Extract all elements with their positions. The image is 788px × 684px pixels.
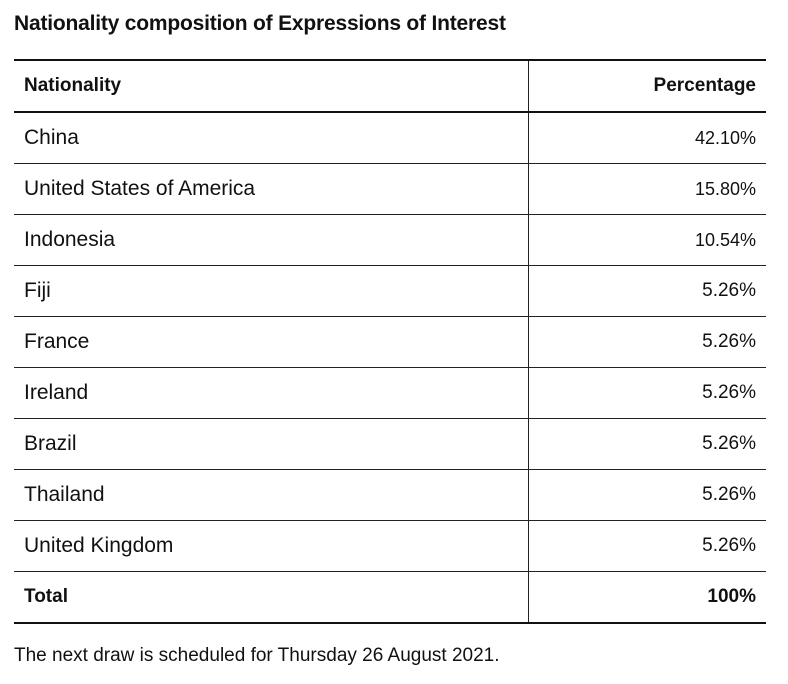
table-row: Indonesia 10.54% — [14, 214, 766, 266]
nationality-cell: United States of America — [14, 163, 529, 215]
nationality-cell: Ireland — [14, 367, 529, 419]
percentage-cell: 5.26% — [528, 367, 766, 419]
table-row: Brazil 5.26% — [14, 418, 766, 470]
table-row: France 5.26% — [14, 316, 766, 368]
table-row: Ireland 5.26% — [14, 367, 766, 419]
percentage-cell: 5.26% — [528, 418, 766, 470]
total-label: Total — [14, 571, 529, 624]
nationality-cell: Indonesia — [14, 214, 529, 266]
nationality-cell: Fiji — [14, 265, 529, 317]
table-header-row: Nationality Percentage — [14, 59, 766, 113]
percentage-cell: 5.26% — [528, 316, 766, 368]
nationality-table: Nationality Percentage China 42.10% Unit… — [14, 59, 766, 624]
percentage-cell: 10.54% — [528, 214, 766, 266]
footnote: The next draw is scheduled for Thursday … — [14, 645, 500, 666]
header-percentage: Percentage — [528, 59, 766, 113]
nationality-cell: France — [14, 316, 529, 368]
percentage-cell: 15.80% — [528, 163, 766, 215]
table-row: Fiji 5.26% — [14, 265, 766, 317]
total-row: Total 100% — [14, 571, 766, 624]
percentage-cell: 5.26% — [528, 469, 766, 521]
total-value: 100% — [528, 571, 766, 624]
nationality-cell: Thailand — [14, 469, 529, 521]
percentage-cell: 5.26% — [528, 520, 766, 572]
table-row: Thailand 5.26% — [14, 469, 766, 521]
table-title: Nationality composition of Expressions o… — [14, 12, 506, 35]
nationality-cell: China — [14, 112, 529, 164]
table-row: United Kingdom 5.26% — [14, 520, 766, 572]
table-row: United States of America 15.80% — [14, 163, 766, 215]
nationality-cell: United Kingdom — [14, 520, 529, 572]
nationality-cell: Brazil — [14, 418, 529, 470]
percentage-cell: 5.26% — [528, 265, 766, 317]
header-nationality: Nationality — [14, 59, 529, 113]
table-row: China 42.10% — [14, 112, 766, 164]
percentage-cell: 42.10% — [528, 112, 766, 164]
